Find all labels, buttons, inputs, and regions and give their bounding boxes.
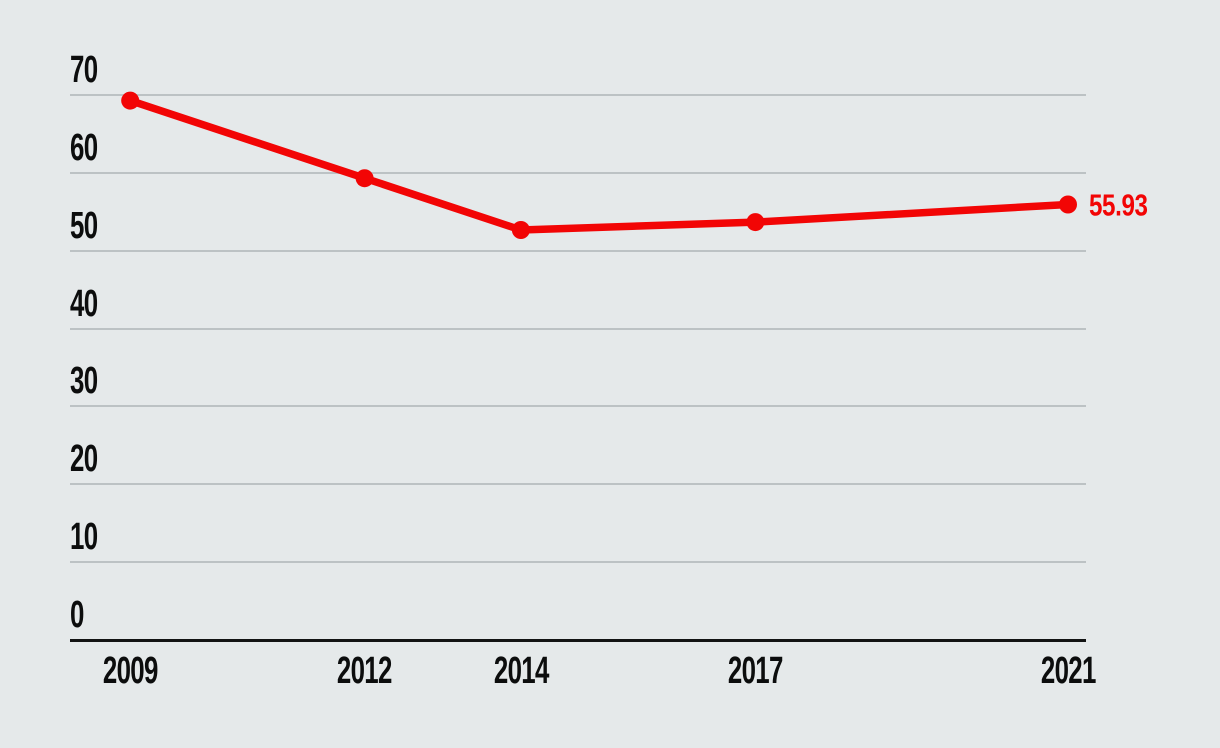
- x-tick-label-2017: 2017: [675, 652, 835, 690]
- data-point-2012: [355, 169, 374, 188]
- gridline-40: 40: [70, 285, 1086, 330]
- x-tick-text: 2017: [728, 650, 783, 692]
- x-axis-line: [70, 639, 1086, 642]
- data-line: [129, 97, 1069, 234]
- end-value-text: 55.93: [1089, 187, 1148, 223]
- x-tick-label-2012: 2012: [285, 652, 445, 690]
- gridline-30: 30: [70, 362, 1086, 408]
- data-point-2009: [121, 91, 140, 110]
- y-tick-label: 70: [70, 49, 98, 91]
- data-point-2021: [1059, 195, 1077, 214]
- data-point-2014: [511, 221, 530, 239]
- y-tick-label: 40: [70, 282, 98, 325]
- y-tick-label: 50: [70, 204, 98, 247]
- y-tick-label: 20: [70, 438, 98, 481]
- gridline-0: 0: [70, 596, 1086, 641]
- y-tick-label: 10: [70, 516, 98, 559]
- y-tick-label: 0: [70, 594, 84, 636]
- x-tick-text: 2012: [337, 650, 393, 692]
- end-value-label: 55.93: [1089, 189, 1164, 220]
- x-tick-label-2021: 2021: [988, 652, 1148, 690]
- gridline-60: 60: [70, 129, 1086, 174]
- y-tick-label: 60: [70, 126, 98, 169]
- x-tick-text: 2021: [1040, 650, 1096, 692]
- data-point-2017: [746, 213, 765, 232]
- x-tick-text: 2009: [102, 650, 158, 692]
- x-tick-label-2014: 2014: [441, 652, 601, 690]
- gridline-10: 10: [70, 518, 1086, 564]
- x-tick-text: 2014: [493, 650, 549, 692]
- gridline-20: 20: [70, 440, 1086, 486]
- gridline-70: 70: [70, 51, 1086, 96]
- x-tick-label-2009: 2009: [50, 652, 210, 690]
- gridline-50: 50: [70, 207, 1086, 252]
- y-tick-label: 30: [70, 360, 98, 403]
